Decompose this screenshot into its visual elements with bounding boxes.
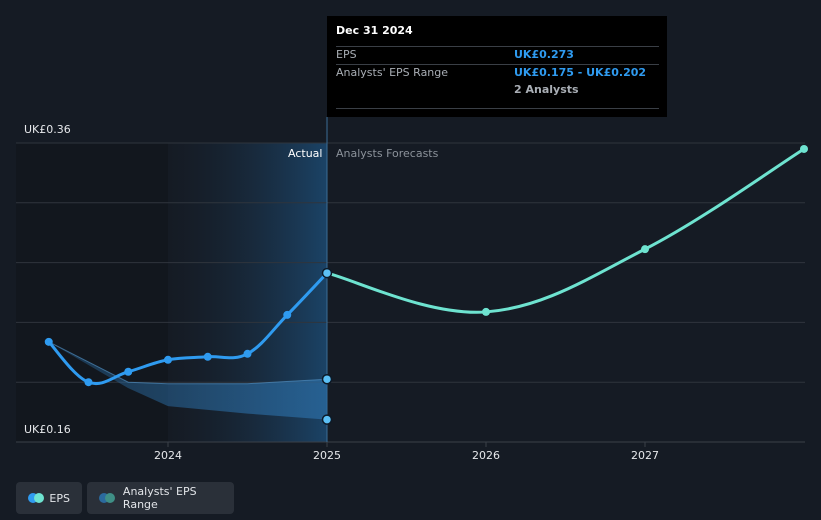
tooltip-row-analysts: 2 Analysts [336,82,659,99]
eps-actual-point [203,352,212,361]
x-tick-label: 2027 [631,449,659,462]
tooltip: Dec 31 2024 EPS UK£0.273 Analysts' EPS R… [327,16,667,117]
pre-2024-background [16,143,168,442]
tooltip-range-value: UK£0.175 - UK£0.202 [514,66,647,79]
eps-actual-current-point [321,267,333,279]
eps-actual-point [124,367,133,376]
eps-actual-point [283,310,292,319]
x-tick-label: 2025 [313,449,341,462]
legend-eps-range[interactable]: Analysts' EPS Range [87,482,234,514]
eps-forecast-point [482,307,490,316]
tooltip-row-range: Analysts' EPS Range UK£0.175 - UK£0.202 [336,64,659,82]
legend-eps-label: EPS [49,491,70,505]
tooltip-divider [336,108,659,109]
eps-actual-point [243,349,252,358]
forecast-region-label: Analysts Forecasts [336,147,439,160]
eps-forecast-point [800,144,808,153]
tooltip-range-label: Analysts' EPS Range [336,66,449,79]
eps-actual-point [84,378,93,387]
eps-range-low-point [321,414,333,425]
legend-eps-swatch [28,493,44,503]
tooltip-analysts-label [336,82,514,99]
legend-range-swatch [99,493,115,503]
actual-region-label: Actual [288,147,323,160]
eps-actual-point [164,355,172,364]
y-axis-bottom-label: UK£0.16 [24,423,71,436]
tooltip-date: Dec 31 2024 [336,24,413,37]
eps-range-upper-edge [48,341,328,385]
x-tick-label: 2024 [154,449,182,462]
y-axis-top-label: UK£0.36 [24,123,71,136]
tooltip-row-eps: EPS UK£0.273 [336,46,659,64]
eps-range-band [48,341,327,420]
eps-range-high-point [321,373,333,385]
eps-actual-point [44,337,53,346]
tooltip-analysts-value: 2 Analysts [514,83,579,96]
legend-eps[interactable]: EPS [16,482,82,514]
tooltip-eps-value: UK£0.273 [514,48,574,61]
eps-forecast-line [325,147,806,314]
tooltip-eps-label: EPS [336,48,357,61]
eps-forecast-point [641,245,649,254]
x-tick-label: 2026 [472,449,500,462]
legend-range-label: Analysts' EPS Range [122,485,197,511]
